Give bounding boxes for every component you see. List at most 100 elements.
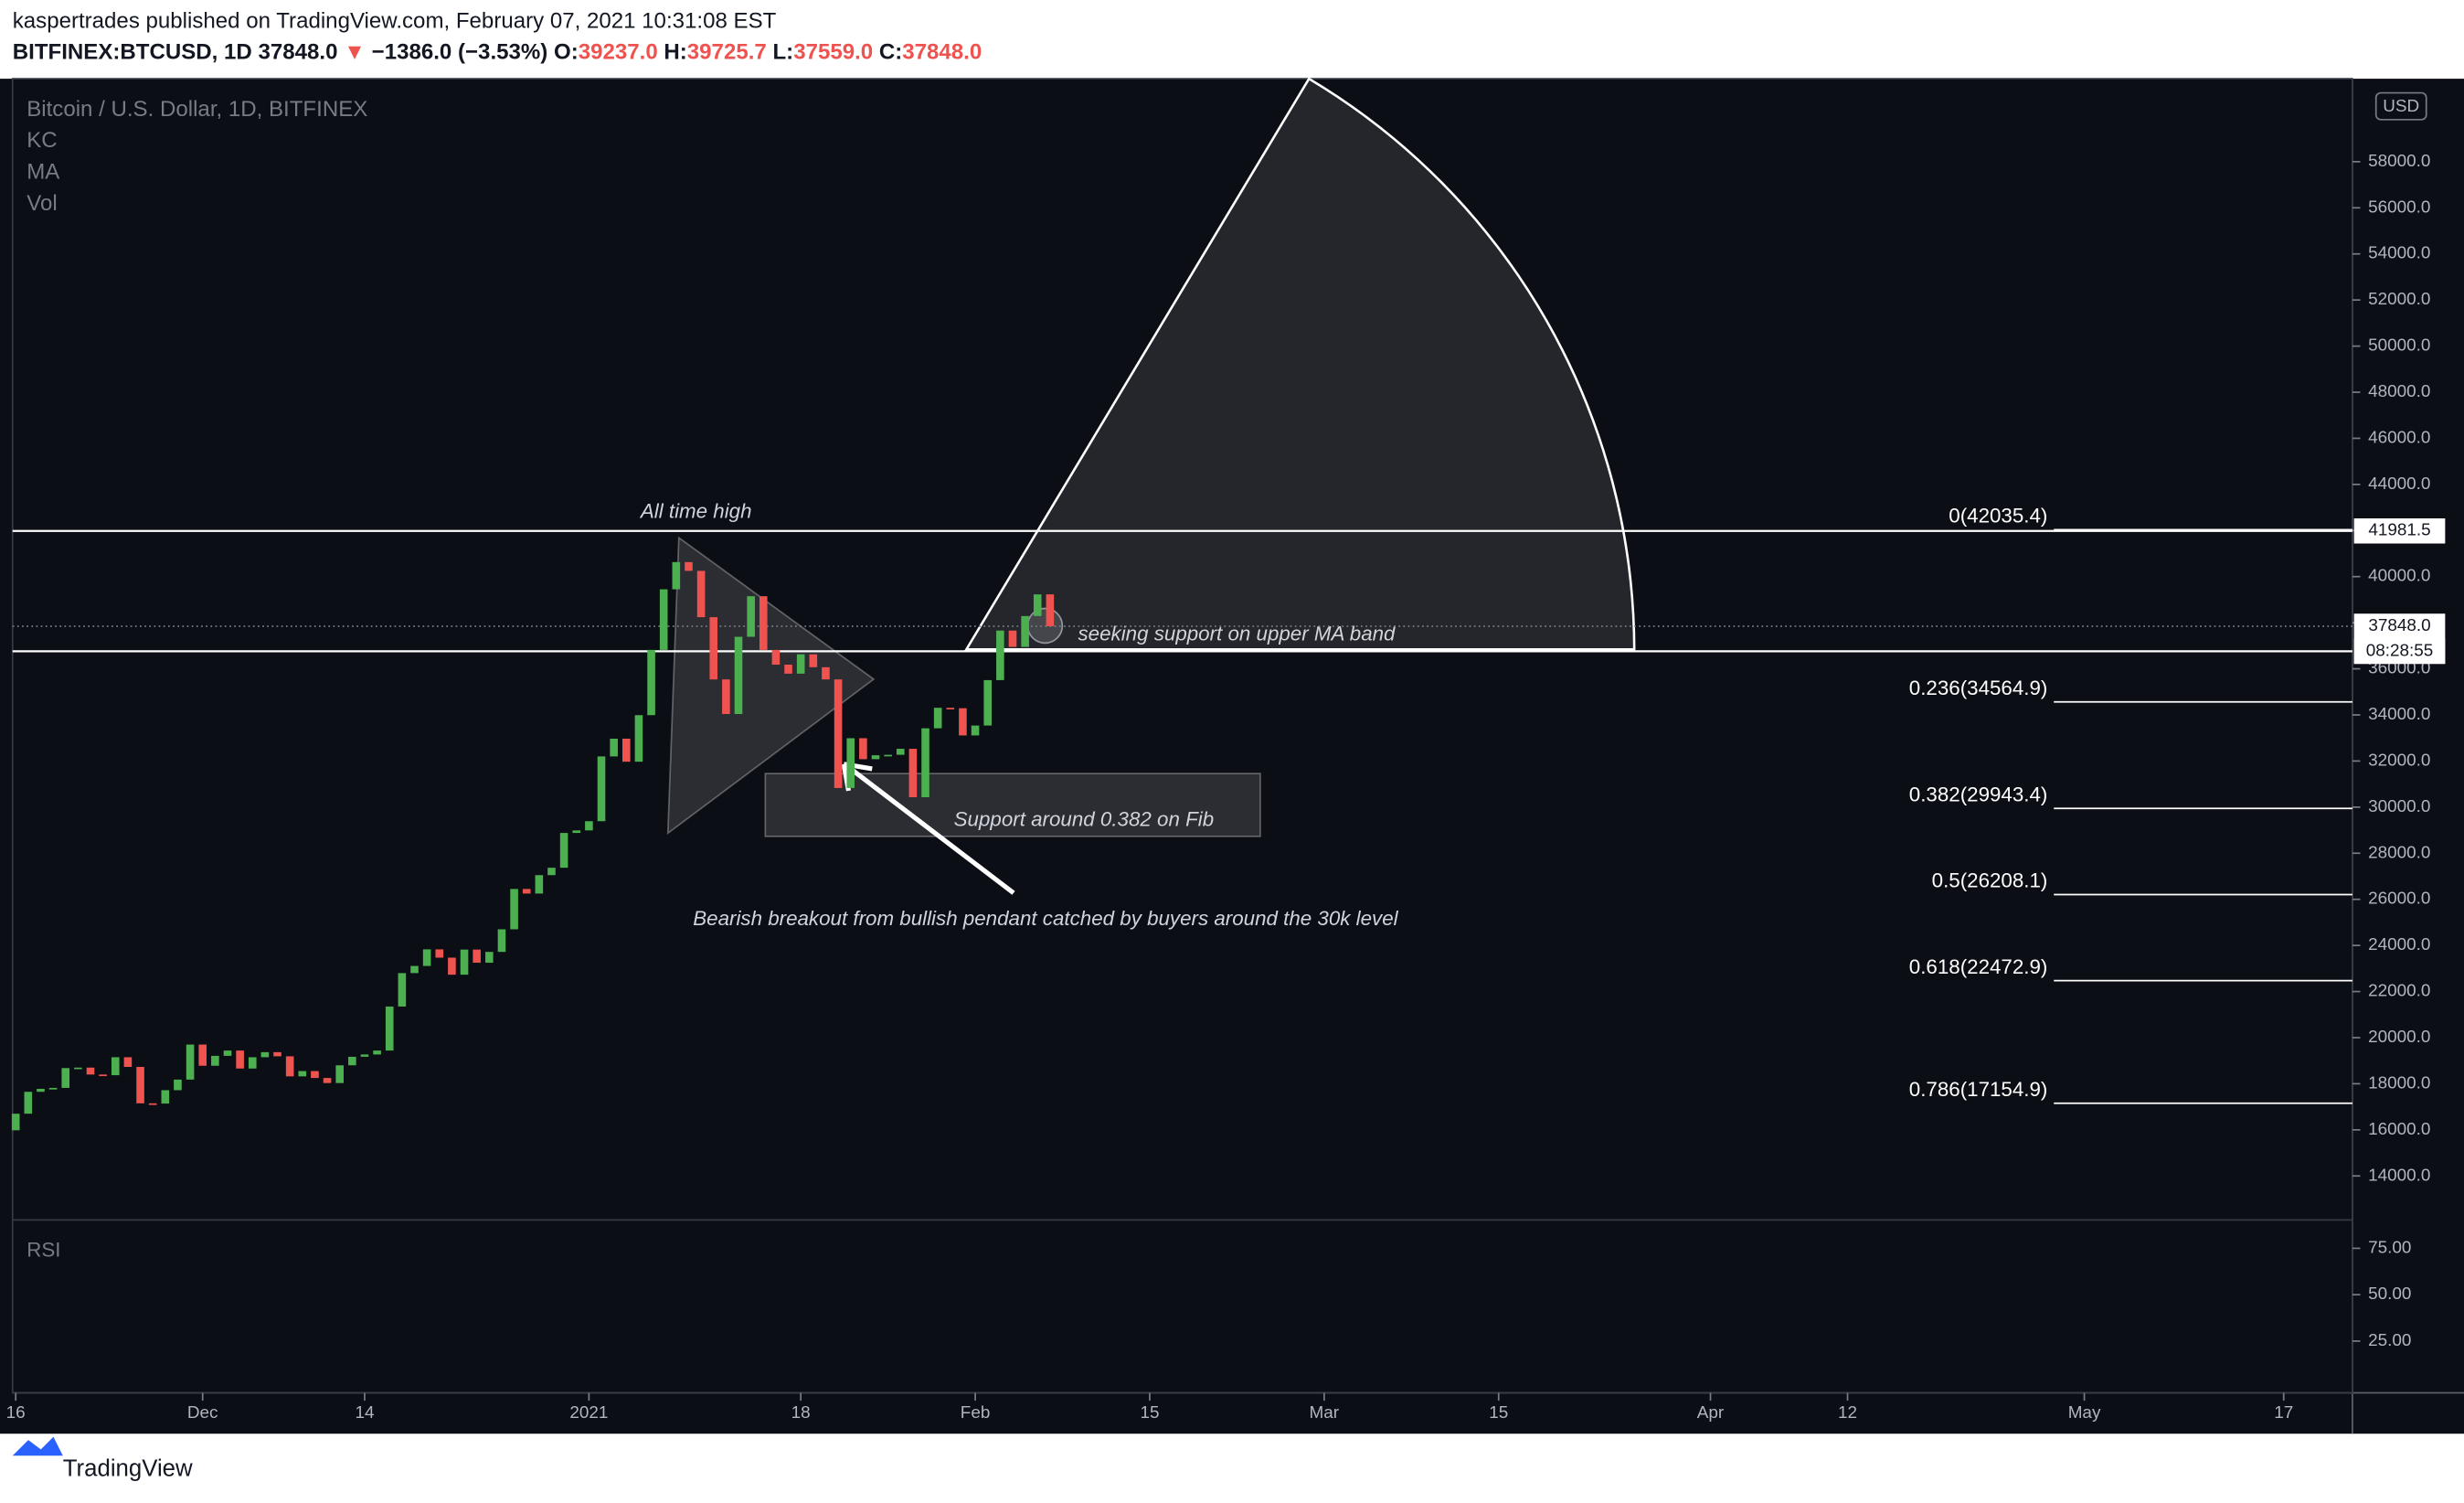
- candle-body: [111, 1057, 120, 1076]
- currency-badge: [2374, 91, 2427, 121]
- candle-body: [959, 708, 967, 736]
- candle-body: [1008, 630, 1017, 647]
- fib-label: 0.236(34564.9): [1909, 677, 2048, 699]
- candle-body: [198, 1044, 207, 1066]
- candle-body: [585, 821, 593, 831]
- candle-body: [747, 596, 755, 637]
- x-tick-label: 17: [2274, 1403, 2293, 1423]
- candle-body: [535, 875, 544, 894]
- candle-body: [647, 649, 655, 716]
- fib-label: 0.382(29943.4): [1909, 783, 2048, 805]
- y-tick-label: 46000.0: [2368, 428, 2430, 447]
- candle-body: [373, 1050, 381, 1055]
- legend-item: MA: [27, 160, 59, 185]
- symbol-line: BITFINEX:BTCUSD, 1D 37848.0 ▼ −1386.0 (−…: [13, 40, 982, 65]
- candle-body: [473, 949, 481, 964]
- candle-body: [298, 1071, 307, 1077]
- candle-body: [360, 1054, 369, 1057]
- x-tick-label: 15: [1489, 1403, 1508, 1423]
- candle-body: [285, 1056, 294, 1077]
- rsi-tick-label: 50.00: [2368, 1284, 2411, 1304]
- candle-body: [572, 830, 581, 834]
- candle-body: [385, 1006, 394, 1051]
- candle-body: [809, 654, 818, 667]
- legend-title: Bitcoin / U.S. Dollar, 1D, BITFINEX: [27, 97, 367, 122]
- candle-body: [796, 654, 805, 674]
- y-tick-label: 34000.0: [2368, 705, 2430, 724]
- annotation: Support around 0.382 on Fib: [954, 808, 1214, 831]
- l-label: L:: [772, 40, 793, 65]
- candle-body: [24, 1092, 33, 1114]
- fib-arc-shape: [964, 77, 1636, 651]
- low: 37559.0: [793, 40, 873, 65]
- x-tick-label: Mar: [1310, 1403, 1340, 1423]
- x-tick-label: 2021: [569, 1403, 608, 1423]
- o-label: O:: [554, 40, 579, 65]
- candle-body: [983, 679, 993, 726]
- candle-body: [74, 1067, 82, 1070]
- candle-body: [435, 949, 444, 958]
- candle-body: [86, 1067, 95, 1075]
- y-tick-label: 44000.0: [2368, 474, 2430, 494]
- candle-body: [933, 708, 942, 729]
- candle-body: [223, 1050, 232, 1056]
- candle-body: [734, 636, 743, 714]
- candle-body: [236, 1050, 244, 1069]
- candle-body: [273, 1051, 281, 1057]
- brand: TradingView: [63, 1456, 193, 1482]
- y-tick-label: 56000.0: [2368, 197, 2430, 217]
- fib-label: 0(42035.4): [1949, 505, 2047, 528]
- down-arrow: ▼: [344, 40, 366, 65]
- pennant-shape: [666, 536, 876, 836]
- candle-body: [759, 596, 768, 650]
- y-tick-label: 58000.0: [2368, 152, 2430, 171]
- y-tick-label: 26000.0: [2368, 890, 2430, 909]
- currency: USD: [2383, 97, 2419, 116]
- h-label: H:: [664, 40, 686, 65]
- candle-body: [11, 1114, 20, 1131]
- candle-body: [410, 965, 419, 974]
- last-price: 37848.0: [258, 40, 337, 65]
- change: −1386.0 (−3.53%): [372, 40, 548, 65]
- candle-body: [696, 570, 706, 618]
- x-tick-label: Apr: [1697, 1403, 1724, 1423]
- x-tick-label: Feb: [961, 1403, 991, 1423]
- candle-body: [37, 1088, 45, 1093]
- candle-body: [1021, 615, 1029, 647]
- brand-logo: [12, 1436, 63, 1456]
- arrow-shaft: [846, 765, 1015, 895]
- annotation: All time high: [639, 500, 752, 523]
- candle-body: [161, 1090, 170, 1104]
- x-tick-label: 12: [1838, 1403, 1857, 1423]
- candle-body: [621, 738, 631, 762]
- candle-body: [61, 1068, 70, 1088]
- candle-body: [559, 833, 568, 869]
- rsi-label: RSI: [27, 1239, 60, 1262]
- rsi-tick-label: 75.00: [2368, 1238, 2411, 1257]
- fib-label: 0.5(26208.1): [1932, 869, 2048, 892]
- candle-body: [996, 630, 1004, 680]
- close: 37848.0: [902, 40, 982, 65]
- candle-body: [610, 738, 618, 757]
- candle-body: [485, 952, 494, 964]
- candle-body: [448, 957, 456, 975]
- candle-body: [597, 756, 606, 822]
- candle-body: [311, 1071, 319, 1079]
- y-tick-label: 16000.0: [2368, 1120, 2430, 1139]
- candle-body: [422, 949, 431, 966]
- candle-body: [123, 1057, 133, 1068]
- x-tick-label: May: [2068, 1403, 2101, 1423]
- candle-body: [211, 1055, 219, 1066]
- candle-body: [771, 649, 781, 666]
- candle-body: [398, 973, 407, 1007]
- price-tag-label: 41981.5: [2368, 521, 2430, 540]
- candle-body: [547, 868, 556, 876]
- last-price-tag: [2353, 613, 2446, 665]
- legend-item: KC: [27, 128, 57, 153]
- published-line: kaspertrades published on TradingView.co…: [13, 9, 777, 34]
- y-tick-label: 48000.0: [2368, 382, 2430, 401]
- candle-body: [884, 754, 892, 757]
- x-tick-label: Dec: [187, 1403, 218, 1423]
